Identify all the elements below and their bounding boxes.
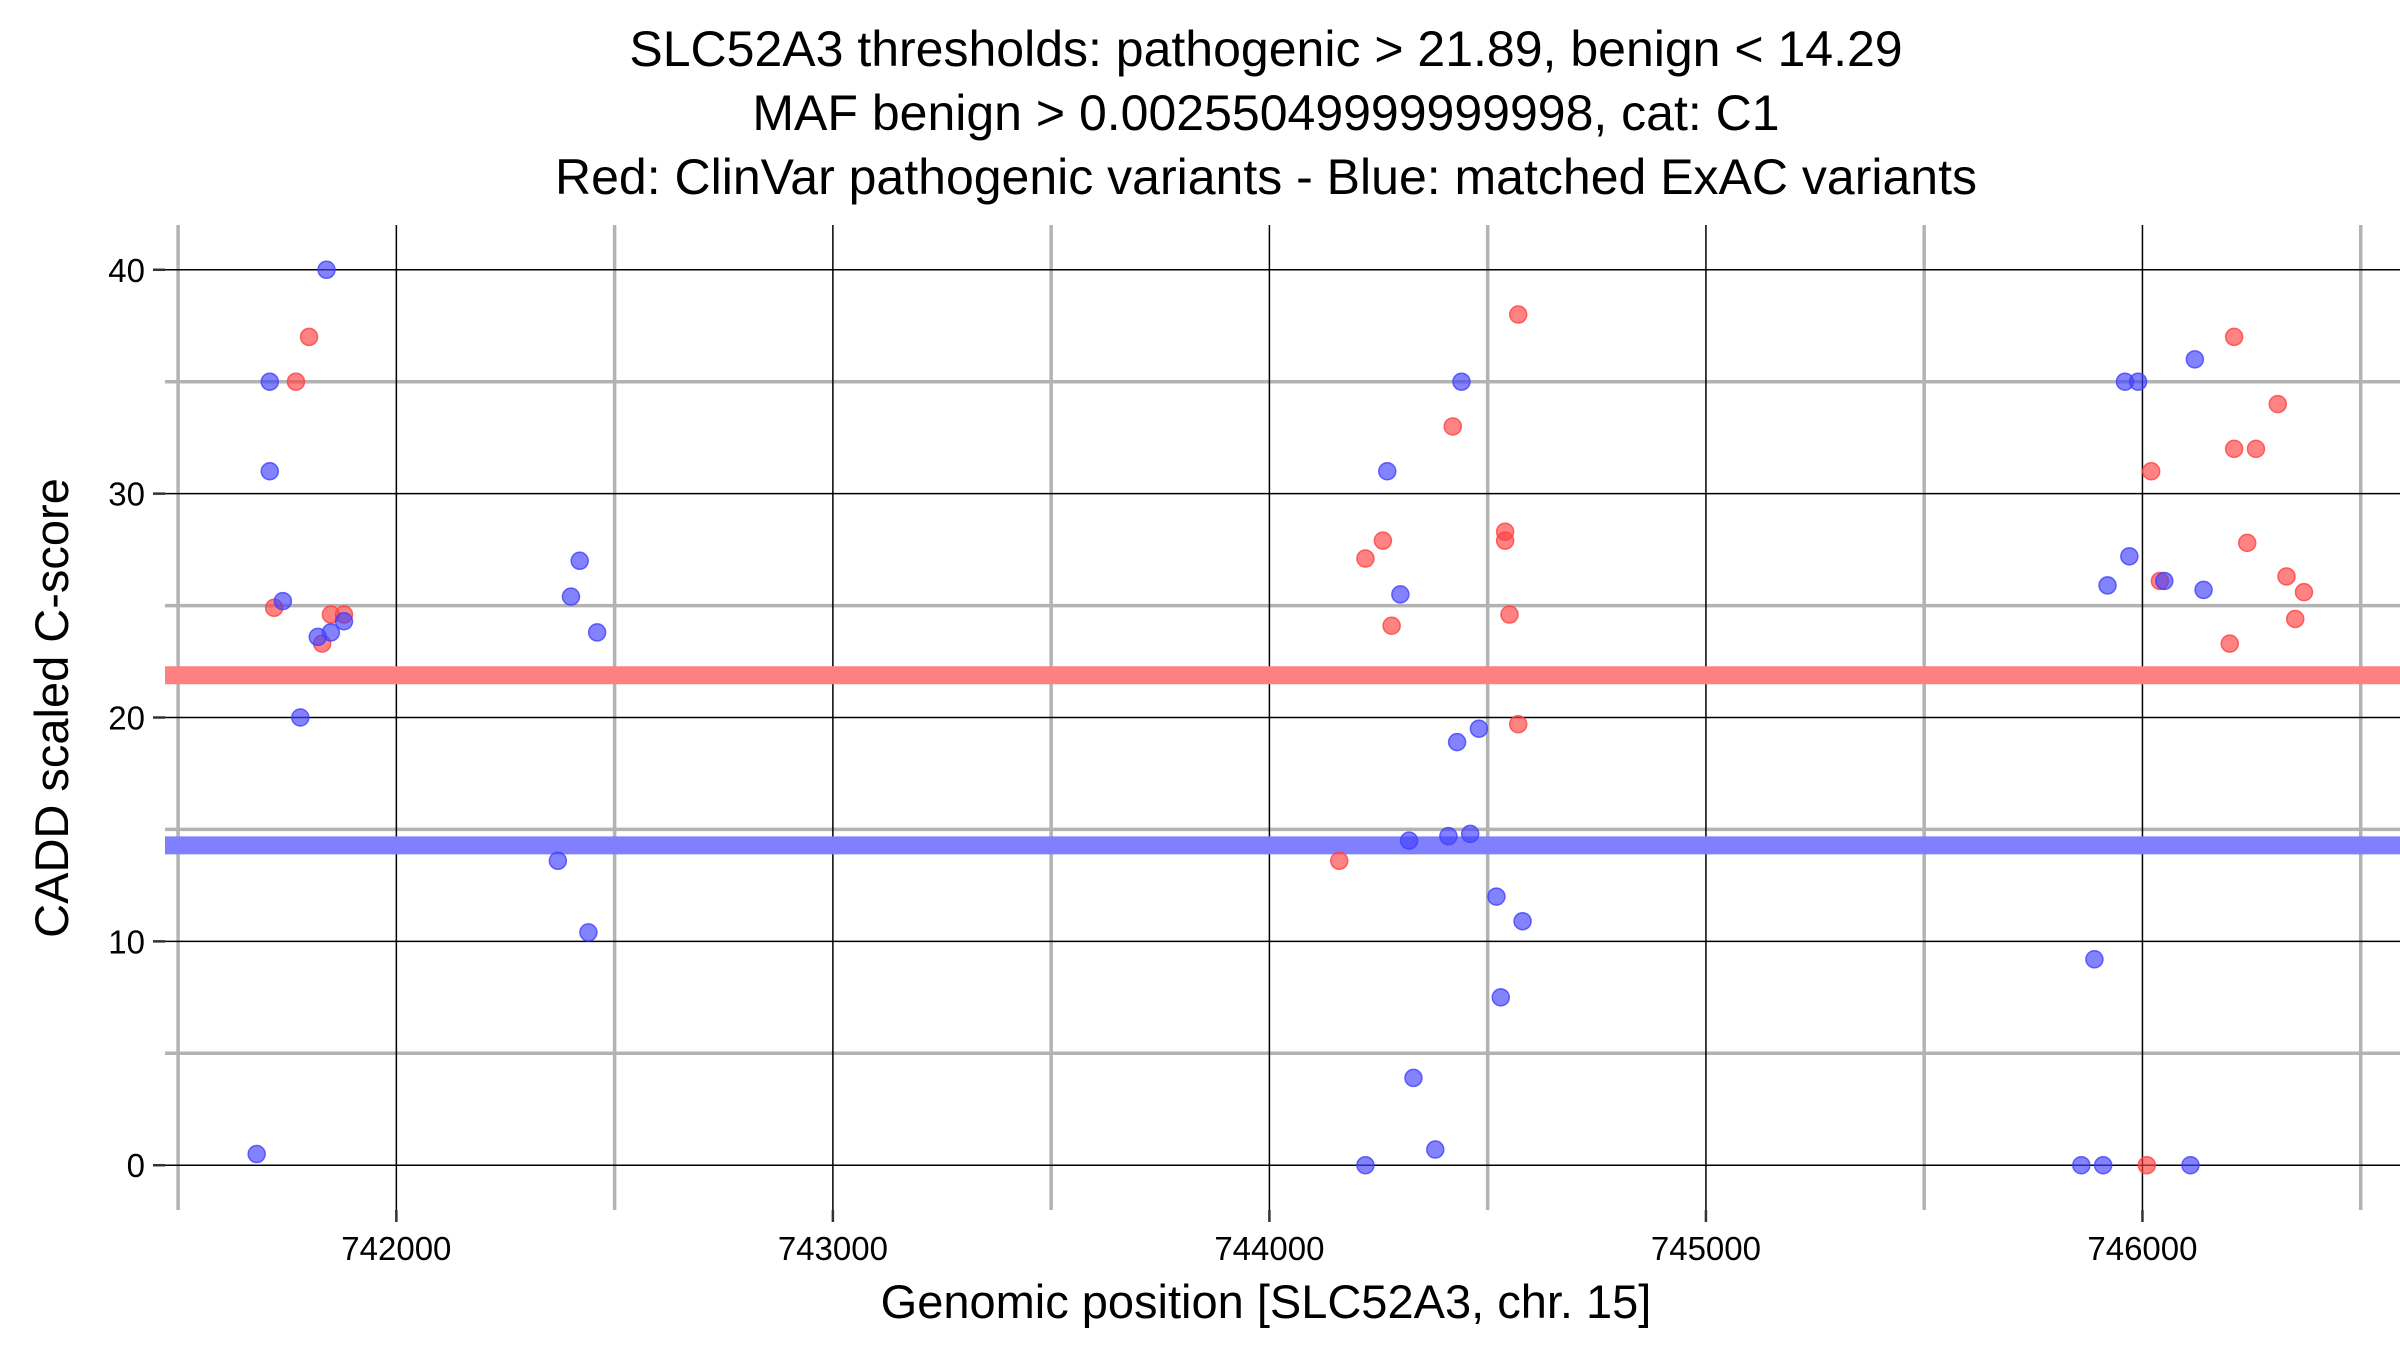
y-tick-label: 30 (108, 476, 145, 513)
data-point-series-2 (1391, 585, 1410, 604)
data-point-series-2 (2181, 1155, 2200, 1175)
chart-title-line-3: Red: ClinVar pathogenic variants - Blue:… (555, 149, 1977, 205)
y-axis-title: CADD scaled C-score (25, 478, 78, 938)
data-point-series-2 (1487, 887, 1506, 906)
data-point-series-2 (570, 551, 589, 571)
x-tick-label: 745000 (1651, 1230, 1761, 1267)
data-point-series-2 (1513, 911, 1532, 931)
data-point-series-1 (1500, 605, 1519, 624)
data-point-series-1 (286, 372, 306, 391)
data-point-series-2 (1460, 824, 1480, 844)
chart-title-line-1: SLC52A3 thresholds: pathogenic > 21.89, … (629, 21, 1902, 77)
x-tick-label: 742000 (341, 1230, 451, 1267)
data-point-series-2 (2120, 547, 2139, 566)
data-point-series-1 (2220, 634, 2240, 653)
data-point-series-1 (1495, 531, 1515, 550)
data-point-series-1 (1382, 616, 1401, 635)
data-point-series-2 (2085, 950, 2104, 969)
data-points (247, 260, 2314, 1175)
data-point-series-2 (260, 372, 280, 391)
data-point-series-1 (1508, 305, 1528, 324)
data-point-series-2 (2185, 350, 2205, 369)
data-point-series-1 (2237, 533, 2257, 553)
data-point-series-1 (2268, 394, 2288, 414)
data-point-series-2 (1491, 988, 1511, 1007)
data-point-series-2 (579, 923, 598, 942)
y-tick-label: 40 (108, 252, 145, 289)
data-point-series-1 (1329, 851, 1349, 871)
chart-title-line-2: MAF benign > 0.00255049999999998, cat: C… (752, 85, 1779, 141)
data-point-series-2 (1426, 1140, 1445, 1159)
data-point-series-1 (2224, 439, 2244, 459)
data-point-series-2 (1356, 1155, 1375, 1175)
y-tick-label: 0 (127, 1147, 145, 1184)
data-point-series-2 (260, 462, 280, 481)
data-point-series-2 (321, 623, 341, 642)
data-point-series-1 (1443, 417, 1462, 436)
data-point-series-2 (291, 708, 310, 727)
x-tick-label: 746000 (2087, 1230, 2197, 1267)
y-tick-label: 10 (108, 923, 145, 960)
data-point-series-2 (1469, 719, 1489, 738)
data-point-series-1 (1373, 531, 1393, 550)
data-point-series-2 (317, 260, 336, 280)
data-point-series-2 (247, 1144, 266, 1164)
data-point-series-1 (1356, 549, 1375, 568)
data-point-series-2 (334, 611, 354, 631)
data-point-series-1 (1508, 714, 1528, 734)
data-point-series-1 (2224, 327, 2244, 347)
x-axis-title: Genomic position [SLC52A3, chr. 15] (881, 1275, 1652, 1328)
grid (165, 225, 2400, 1210)
axes: 742000 743000 744000 745000 746000 0 10 20 30 40 (108, 252, 2197, 1267)
data-point-series-2 (273, 591, 293, 611)
data-point-series-2 (587, 623, 607, 642)
data-point-series-2 (2093, 1155, 2113, 1175)
x-tick-label: 743000 (778, 1230, 888, 1267)
data-point-series-2 (1399, 831, 1419, 850)
data-point-series-2 (2128, 372, 2148, 391)
data-point-series-1 (2277, 567, 2296, 586)
data-point-series-1 (2294, 582, 2314, 602)
data-point-series-2 (2098, 576, 2117, 595)
data-point-series-2 (1439, 826, 1458, 846)
data-point-series-2 (2155, 571, 2174, 591)
data-point-series-2 (561, 587, 581, 606)
data-point-series-2 (1378, 462, 1397, 481)
data-point-series-1 (2137, 1155, 2157, 1175)
data-point-series-1 (2141, 462, 2161, 481)
data-point-series-1 (2285, 609, 2305, 629)
threshold-lines (165, 666, 2400, 855)
y-tick-label: 20 (108, 700, 145, 737)
data-point-series-2 (1447, 732, 1467, 752)
data-point-series-2 (2072, 1155, 2091, 1175)
data-point-series-2 (1452, 372, 1471, 391)
data-point-series-1 (2246, 439, 2266, 459)
data-point-series-2 (1404, 1068, 1423, 1088)
data-point-series-2 (2194, 580, 2213, 600)
x-tick-label: 744000 (1214, 1230, 1324, 1267)
data-point-series-1 (299, 327, 319, 347)
data-point-series-2 (548, 851, 568, 871)
